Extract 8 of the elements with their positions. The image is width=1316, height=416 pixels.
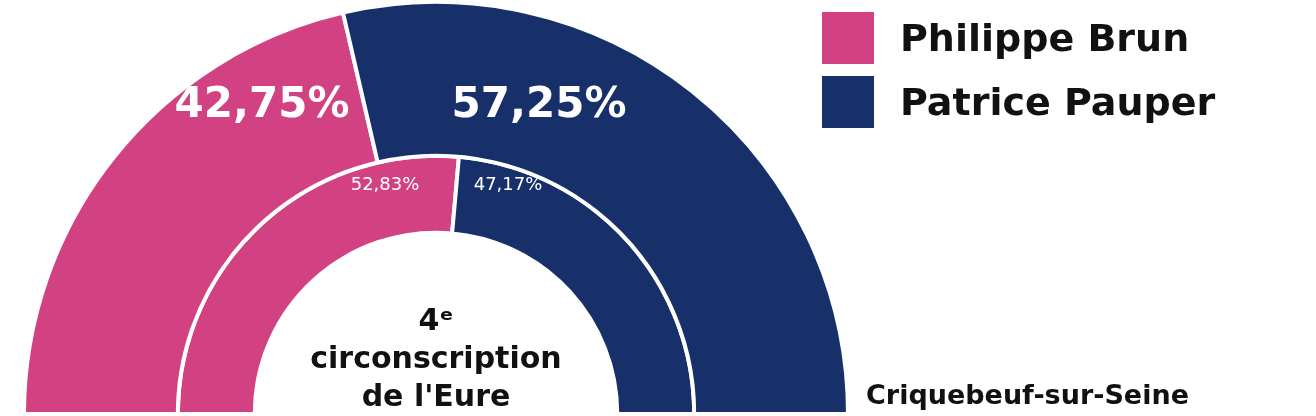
data-label: 47,17% (473, 172, 543, 194)
data-label: 57,25% (451, 78, 627, 128)
slice-label: Criquebeuf-sur-Seine (866, 379, 1189, 410)
legend-label: Patrice Pauper (900, 80, 1216, 124)
slice-label: 4ᵉ circonscription de l'Eure (310, 302, 562, 413)
legend-label: Philippe Brun (900, 16, 1190, 60)
data-label: 52,83% (350, 172, 420, 194)
data-label: 42,75% (174, 78, 350, 128)
